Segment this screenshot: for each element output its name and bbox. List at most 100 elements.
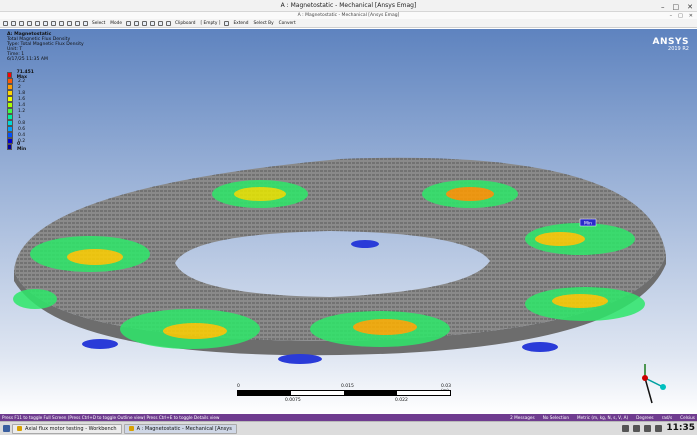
clock[interactable]: 11:35 bbox=[666, 423, 695, 433]
network-icon[interactable] bbox=[655, 424, 663, 432]
sub-maximize-icon[interactable]: □ bbox=[678, 13, 683, 19]
zoom-in-icon[interactable] bbox=[27, 20, 32, 26]
scale-tick-b1: 0.0075 bbox=[285, 398, 301, 403]
result-type: Type: Total Magnetic Flux Density bbox=[7, 42, 84, 47]
legend-level: 1 bbox=[18, 114, 21, 120]
flux-regions bbox=[13, 180, 645, 349]
task-mechanical[interactable]: A : Magnetostatic - Mechanical [Ansys bbox=[123, 423, 237, 434]
rate-unit[interactable]: rad/s bbox=[661, 415, 673, 420]
magnifier-icon[interactable] bbox=[51, 20, 56, 26]
previous-view-icon[interactable] bbox=[59, 20, 64, 26]
zoom-out-icon[interactable] bbox=[35, 20, 40, 26]
graphics-toolbar: Select Mode Clipboard [ Empty ] Extend S… bbox=[0, 19, 697, 28]
clipboard-empty-label: [ Empty ] bbox=[200, 20, 221, 26]
select-face-icon[interactable] bbox=[141, 20, 147, 26]
status-hint: Press F11 to toggle Full Screen (Press C… bbox=[2, 415, 220, 420]
angle-unit[interactable]: Degrees bbox=[636, 415, 654, 420]
legend-swatch bbox=[7, 102, 13, 108]
legend-level: 2 bbox=[18, 84, 21, 90]
maximize-icon[interactable]: □ bbox=[672, 3, 680, 11]
legend-swatch bbox=[7, 72, 12, 78]
subwindow-titlebar: A : Magnetostatic - Mechanical [Ansys Em… bbox=[0, 12, 697, 20]
mode-dropdown[interactable]: Mode bbox=[110, 20, 122, 26]
legend-max: 71.451 Max bbox=[16, 70, 34, 80]
keyboard-icon[interactable] bbox=[622, 424, 630, 432]
scale-tick-b2: 0.022 bbox=[395, 398, 408, 403]
unit-system[interactable]: Metric (m, kg, N, s, V, A) bbox=[577, 415, 629, 420]
legend-swatch bbox=[7, 96, 13, 102]
select-body-icon[interactable] bbox=[149, 20, 155, 26]
minimize-icon[interactable]: – bbox=[661, 3, 665, 11]
legend-swatch bbox=[7, 120, 13, 126]
ansys-logo: ANSYS 2019 R2 bbox=[653, 37, 689, 52]
legend-level: 0.2 bbox=[18, 138, 26, 144]
legend-swatch bbox=[7, 114, 13, 120]
sub-minimize-icon[interactable]: – bbox=[669, 13, 673, 19]
clipboard-dropdown[interactable]: Clipboard bbox=[174, 20, 196, 26]
zoom-fit-icon[interactable] bbox=[43, 20, 48, 26]
scale-ruler: 0 0.015 0.03 (m) 0.0075 0.022 bbox=[237, 384, 457, 409]
close-icon[interactable]: ✕ bbox=[687, 3, 693, 11]
legend-swatch bbox=[7, 138, 13, 144]
legend-level: 1.6 bbox=[18, 96, 26, 102]
legend-level: 1.2 bbox=[18, 108, 26, 114]
select-edge-icon[interactable] bbox=[133, 20, 139, 26]
legend-swatch bbox=[7, 90, 13, 96]
result-date: 6/17/25 11:35 AM bbox=[7, 57, 48, 62]
select-element-icon[interactable] bbox=[165, 20, 171, 26]
extend-dropdown[interactable]: Extend bbox=[233, 20, 249, 26]
iso-view-icon[interactable] bbox=[75, 20, 80, 26]
extend-icon[interactable] bbox=[224, 20, 230, 26]
scale-tick-1: 0.015 bbox=[341, 384, 354, 389]
status-bar: Press F11 to toggle Full Screen (Press C… bbox=[0, 414, 697, 421]
messages-indicator[interactable]: 2 Messages bbox=[510, 415, 535, 420]
select-by-dropdown[interactable]: Select By bbox=[253, 20, 274, 26]
sub-close-icon[interactable]: ✕ bbox=[688, 13, 693, 19]
legend-level: 2.2 bbox=[18, 78, 26, 84]
window-titlebar: A : Magnetostatic - Mechanical [Ansys Em… bbox=[0, 0, 697, 12]
legend-level: 0.6 bbox=[18, 126, 26, 132]
graphics-viewport[interactable]: Min bbox=[0, 29, 697, 414]
legend-level: 0.8 bbox=[18, 120, 26, 126]
result-info: A: Magnetostatic Total Magnetic Flux Den… bbox=[7, 32, 84, 62]
coordinate-triad[interactable] bbox=[642, 364, 666, 404]
temp-unit[interactable]: Celsius bbox=[680, 415, 695, 420]
task-workbench[interactable]: Axial flux motor testing - Workbench bbox=[12, 423, 122, 434]
rotate-icon[interactable] bbox=[11, 20, 16, 26]
legend-swatch bbox=[7, 132, 13, 138]
start-menu-icon[interactable] bbox=[3, 425, 10, 432]
select-node-icon[interactable] bbox=[157, 20, 163, 26]
next-view-icon[interactable] bbox=[67, 20, 72, 26]
select-vertex-icon[interactable] bbox=[125, 20, 131, 26]
pan-icon[interactable] bbox=[3, 20, 8, 26]
view-options-icon[interactable] bbox=[83, 20, 88, 26]
legend-min: 0 Min bbox=[16, 142, 27, 152]
display-icon[interactable] bbox=[633, 424, 641, 432]
select-button[interactable]: Select bbox=[92, 20, 106, 26]
ring-side bbox=[14, 255, 666, 356]
workbench-icon bbox=[17, 426, 22, 431]
selection-indicator: No Selection bbox=[542, 415, 570, 420]
min-probe-label: Min bbox=[584, 221, 592, 227]
volume-icon[interactable] bbox=[644, 424, 652, 432]
result-unit: Unit: T bbox=[7, 47, 23, 52]
box-zoom-icon[interactable] bbox=[19, 20, 24, 26]
system-tray: 11:35 bbox=[622, 423, 695, 433]
legend-level: 1.8 bbox=[18, 90, 26, 96]
window-title: A : Magnetostatic - Mechanical [Ansys Em… bbox=[280, 2, 417, 9]
mechanical-icon bbox=[128, 426, 134, 431]
convert-dropdown[interactable]: Convert bbox=[278, 20, 296, 26]
legend-swatch bbox=[7, 84, 13, 90]
scale-bar bbox=[237, 390, 451, 396]
flux-fringe bbox=[82, 240, 558, 364]
legend-swatch bbox=[7, 108, 13, 114]
scale-tick-0: 0 bbox=[237, 384, 240, 389]
model-render: Min bbox=[13, 157, 666, 404]
legend-level: 1.4 bbox=[18, 102, 26, 108]
taskbar: Axial flux motor testing - Workbench A :… bbox=[0, 421, 697, 435]
subwindow-title: A : Magnetostatic - Mechanical [Ansys Em… bbox=[297, 13, 400, 18]
min-probe bbox=[579, 218, 597, 227]
legend-swatch bbox=[7, 126, 13, 132]
legend-swatch bbox=[7, 144, 12, 150]
result-time: Time: 1 bbox=[7, 52, 25, 57]
